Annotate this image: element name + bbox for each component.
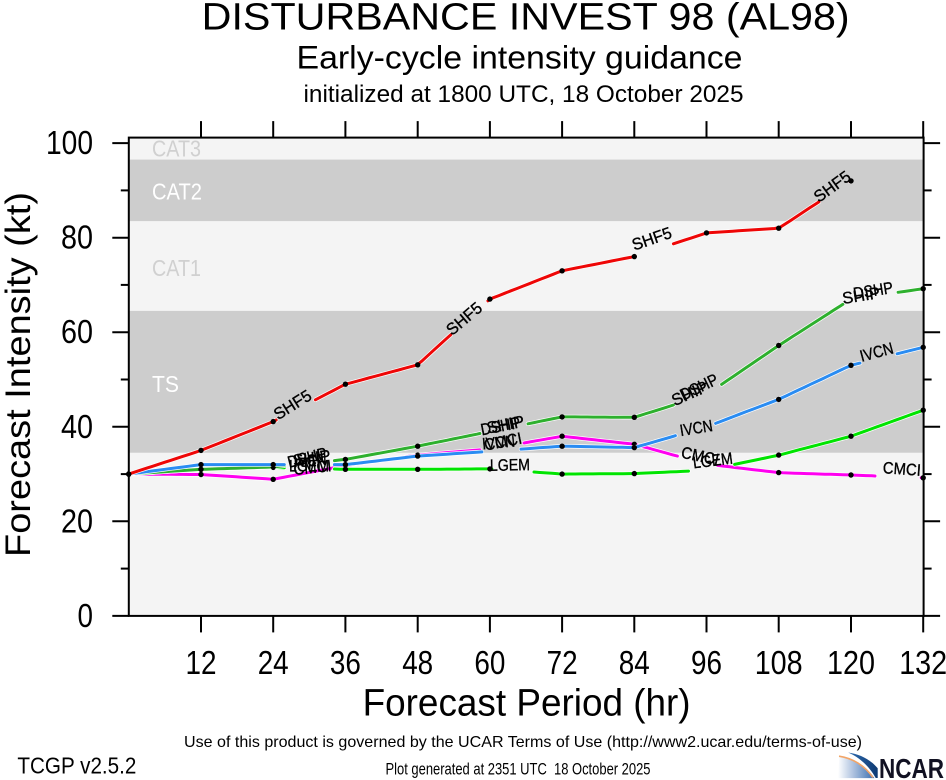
svg-text:TCGP v2.5.2: TCGP v2.5.2 <box>17 753 136 779</box>
svg-text:60: 60 <box>61 314 93 351</box>
svg-text:CAT3: CAT3 <box>152 136 201 162</box>
svg-text:100: 100 <box>46 125 93 162</box>
svg-text:NCAR: NCAR <box>879 753 944 780</box>
svg-text:IVCN: IVCN <box>481 433 515 454</box>
svg-text:SHIP: SHIP <box>292 447 332 470</box>
svg-text:84: 84 <box>619 645 650 682</box>
svg-text:20: 20 <box>61 503 93 540</box>
svg-text:LGEM: LGEM <box>289 458 329 476</box>
svg-text:CAT2: CAT2 <box>152 179 202 205</box>
svg-text:48: 48 <box>402 645 433 682</box>
svg-text:Plot generated at 2351 UTC 18: Plot generated at 2351 UTC 18 October 20… <box>386 761 651 779</box>
svg-text:72: 72 <box>547 645 578 682</box>
svg-text:IVCN: IVCN <box>293 451 327 471</box>
svg-text:108: 108 <box>755 645 803 682</box>
svg-text:initialized at 1800 UTC, 18 Oc: initialized at 1800 UTC, 18 October 2025 <box>304 82 744 108</box>
svg-text:DISTURBANCE INVEST 98 (AL98): DISTURBANCE INVEST 98 (AL98) <box>202 0 850 39</box>
svg-text:12: 12 <box>186 645 217 682</box>
svg-text:80: 80 <box>61 220 93 257</box>
svg-text:132: 132 <box>899 645 946 682</box>
svg-text:Forecast Intensity (kt): Forecast Intensity (kt) <box>0 192 38 557</box>
svg-text:CAT1: CAT1 <box>152 255 201 281</box>
svg-text:96: 96 <box>691 645 722 682</box>
svg-text:TS: TS <box>152 371 179 397</box>
svg-text:120: 120 <box>827 645 875 682</box>
svg-text:36: 36 <box>330 645 361 682</box>
svg-text:LGEM: LGEM <box>692 450 734 473</box>
svg-text:24: 24 <box>258 645 289 682</box>
svg-text:Use of this product is governe: Use of this product is governed by the U… <box>184 734 862 751</box>
svg-text:CMCI: CMCI <box>293 457 333 479</box>
svg-text:60: 60 <box>474 645 505 682</box>
svg-text:IVCN: IVCN <box>679 417 714 440</box>
svg-text:Forecast Period (hr): Forecast Period (hr) <box>363 683 691 725</box>
svg-text:CMCI: CMCI <box>882 459 921 480</box>
svg-text:40: 40 <box>61 409 93 446</box>
svg-text:LGEM: LGEM <box>490 456 530 475</box>
svg-text:0: 0 <box>78 598 94 635</box>
svg-text:Early-cycle intensity guidance: Early-cycle intensity guidance <box>297 40 743 76</box>
